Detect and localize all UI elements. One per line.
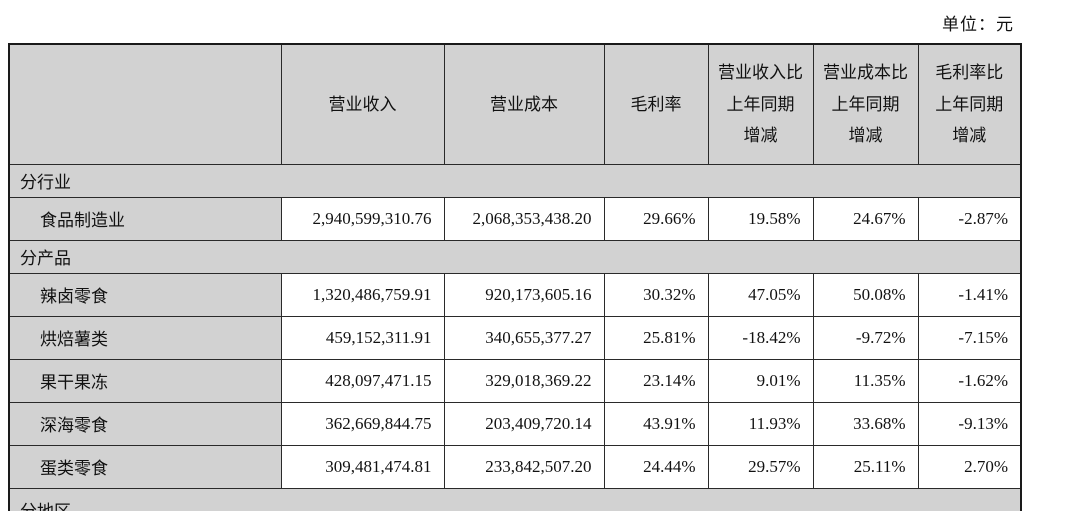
section-row-by-product: 分产品 — [8, 239, 1022, 274]
gross-margin-cell: 24.44% — [603, 444, 709, 489]
cost-cell: 233,842,507.20 — [443, 444, 605, 489]
revenue-yoy-cell: 47.05% — [707, 272, 814, 317]
gross-margin-cell: 30.32% — [603, 272, 709, 317]
section-row-by-region-clipped: 分地区 — [8, 487, 1022, 511]
margin-yoy-cell: 2.70% — [917, 444, 1022, 489]
revenue-cell: 459,152,311.91 — [280, 315, 445, 360]
gross-margin-cell: 29.66% — [603, 196, 709, 241]
cost-yoy-cell: 11.35% — [812, 358, 919, 403]
revenue-yoy-cell: 11.93% — [707, 401, 814, 446]
cost-cell: 2,068,353,438.20 — [443, 196, 605, 241]
row-label: 深海零食 — [8, 401, 282, 446]
revenue-yoy-cell: 9.01% — [707, 358, 814, 403]
cost-yoy-cell: 25.11% — [812, 444, 919, 489]
gross-margin-cell: 23.14% — [603, 358, 709, 403]
revenue-cell: 362,669,844.75 — [280, 401, 445, 446]
table-row-baked-potato-snacks: 烘焙薯类 459,152,311.91 340,655,377.27 25.81… — [8, 315, 1022, 360]
row-label: 蛋类零食 — [8, 444, 282, 489]
column-header-revenue: 营业收入 — [280, 43, 445, 165]
table-row-deep-sea-snacks: 深海零食 362,669,844.75 203,409,720.14 43.91… — [8, 401, 1022, 446]
table-row-dried-fruit-jelly: 果干果冻 428,097,471.15 329,018,369.22 23.14… — [8, 358, 1022, 403]
margin-yoy-cell: -7.15% — [917, 315, 1022, 360]
revenue-yoy-cell: -18.42% — [707, 315, 814, 360]
row-label: 烘焙薯类 — [8, 315, 282, 360]
section-label: 分产品 — [8, 239, 1022, 274]
cost-yoy-cell: -9.72% — [812, 315, 919, 360]
cost-cell: 329,018,369.22 — [443, 358, 605, 403]
unit-label: 单位：元 — [942, 15, 1014, 34]
table-row-egg-snacks: 蛋类零食 309,481,474.81 233,842,507.20 24.44… — [8, 444, 1022, 489]
header-row: 营业收入 营业成本 毛利率 营业收入比 上年同期 增减 营业成本比 上年同期 增… — [8, 43, 1022, 165]
column-header-revenue-yoy: 营业收入比 上年同期 增减 — [707, 43, 814, 165]
gross-margin-cell: 25.81% — [603, 315, 709, 360]
margin-yoy-cell: -1.62% — [917, 358, 1022, 403]
column-header-cost: 营业成本 — [443, 43, 605, 165]
revenue-cell: 309,481,474.81 — [280, 444, 445, 489]
column-header-margin-yoy: 毛利率比 上年同期 增减 — [917, 43, 1022, 165]
gross-margin-cell: 43.91% — [603, 401, 709, 446]
section-row-by-industry: 分行业 — [8, 163, 1022, 198]
cost-yoy-cell: 50.08% — [812, 272, 919, 317]
column-header-gross-margin: 毛利率 — [603, 43, 709, 165]
row-label: 食品制造业 — [8, 196, 282, 241]
table-row-food-manufacturing: 食品制造业 2,940,599,310.76 2,068,353,438.20 … — [8, 196, 1022, 241]
cost-cell: 203,409,720.14 — [443, 401, 605, 446]
revenue-cell: 2,940,599,310.76 — [280, 196, 445, 241]
cost-yoy-cell: 24.67% — [812, 196, 919, 241]
margin-yoy-cell: -2.87% — [917, 196, 1022, 241]
cost-cell: 340,655,377.27 — [443, 315, 605, 360]
section-label: 分地区 — [8, 487, 1022, 511]
revenue-cell: 1,320,486,759.91 — [280, 272, 445, 317]
row-label: 果干果冻 — [8, 358, 282, 403]
revenue-yoy-cell: 29.57% — [707, 444, 814, 489]
section-label: 分行业 — [8, 163, 1022, 198]
row-label: 辣卤零食 — [8, 272, 282, 317]
financial-segment-table: 营业收入 营业成本 毛利率 营业收入比 上年同期 增减 营业成本比 上年同期 增… — [8, 43, 1022, 511]
revenue-cell: 428,097,471.15 — [280, 358, 445, 403]
revenue-yoy-cell: 19.58% — [707, 196, 814, 241]
margin-yoy-cell: -1.41% — [917, 272, 1022, 317]
cost-yoy-cell: 33.68% — [812, 401, 919, 446]
column-header-cost-yoy: 营业成本比 上年同期 增减 — [812, 43, 919, 165]
margin-yoy-cell: -9.13% — [917, 401, 1022, 446]
table-row-spicy-braised-snacks: 辣卤零食 1,320,486,759.91 920,173,605.16 30.… — [8, 272, 1022, 317]
cost-cell: 920,173,605.16 — [443, 272, 605, 317]
column-header-blank — [8, 43, 282, 165]
